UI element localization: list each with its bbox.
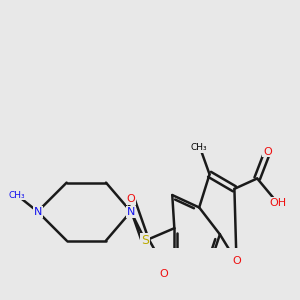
Text: OH: OH	[269, 198, 286, 208]
Text: O: O	[160, 269, 168, 279]
Text: CH₃: CH₃	[191, 143, 208, 152]
Text: S: S	[141, 234, 149, 247]
Text: N: N	[127, 207, 135, 217]
Text: CH₃: CH₃	[9, 190, 25, 200]
Text: O: O	[263, 147, 272, 157]
Text: N: N	[33, 207, 42, 217]
Text: O: O	[232, 256, 241, 266]
Text: O: O	[127, 194, 135, 204]
